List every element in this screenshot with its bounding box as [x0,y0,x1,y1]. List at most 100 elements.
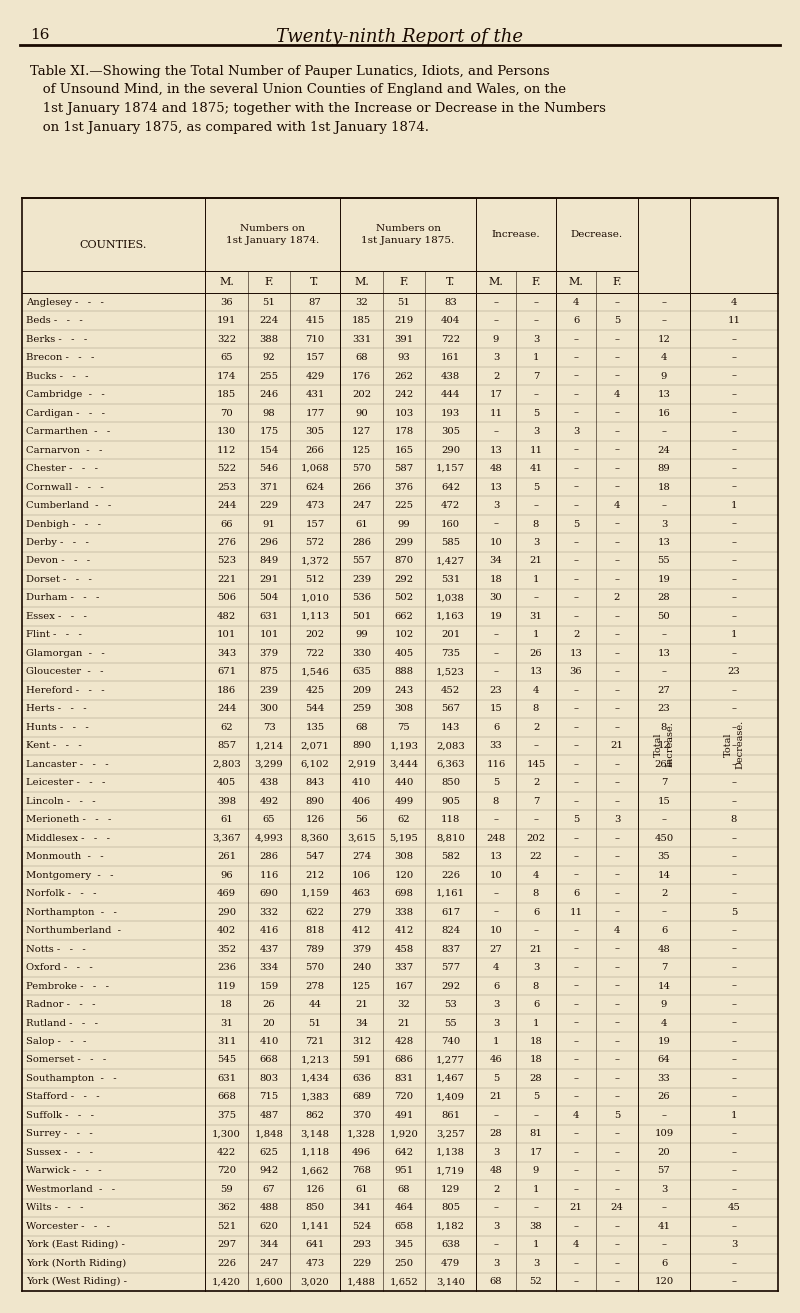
Text: –: – [614,1056,619,1065]
Text: 2,071: 2,071 [301,742,330,750]
Text: 1,434: 1,434 [301,1074,330,1083]
Text: 20: 20 [262,1019,275,1028]
Text: 642: 642 [394,1148,414,1157]
Text: 570: 570 [352,463,371,473]
Text: 92: 92 [262,353,275,362]
Text: 641: 641 [306,1241,325,1249]
Text: F.: F. [399,277,409,288]
Text: 67: 67 [262,1184,275,1194]
Text: 2: 2 [493,372,499,381]
Text: 8: 8 [533,704,539,713]
Text: 10: 10 [490,538,502,548]
Text: 458: 458 [394,944,414,953]
Text: 1,372: 1,372 [301,557,330,566]
Text: 262: 262 [394,372,414,381]
Text: 8: 8 [661,723,667,731]
Text: –: – [731,742,737,750]
Text: 416: 416 [259,926,278,935]
Text: 35: 35 [658,852,670,861]
Text: –: – [731,779,737,788]
Text: –: – [574,1037,578,1046]
Text: 19: 19 [490,612,502,621]
Text: –: – [614,1278,619,1287]
Text: 175: 175 [259,427,278,436]
Text: 14: 14 [658,982,670,990]
Text: 582: 582 [441,852,460,861]
Text: 1,193: 1,193 [390,742,418,750]
Text: –: – [614,335,619,344]
Text: 65: 65 [220,353,233,362]
Text: 658: 658 [394,1222,414,1230]
Text: –: – [574,685,578,695]
Text: 305: 305 [306,427,325,436]
Text: –: – [574,372,578,381]
Text: 247: 247 [352,502,371,509]
Text: –: – [574,557,578,566]
Text: Brecon -   -   -: Brecon - - - [26,353,94,362]
Text: 572: 572 [306,538,325,548]
Text: Gloucester  -   -: Gloucester - - [26,667,103,676]
Text: 226: 226 [441,871,460,880]
Text: 165: 165 [394,445,414,454]
Text: –: – [614,852,619,861]
Text: 547: 547 [306,852,325,861]
Text: –: – [574,1056,578,1065]
Text: –: – [574,1222,578,1230]
Text: 20: 20 [658,1148,670,1157]
Text: –: – [574,1129,578,1138]
Text: 48: 48 [658,944,670,953]
Text: 161: 161 [441,353,460,362]
Text: –: – [574,502,578,509]
Text: 53: 53 [444,1001,457,1008]
Text: –: – [614,1241,619,1249]
Text: –: – [494,1111,498,1120]
Text: –: – [731,1092,737,1102]
Text: Beds -   -   -: Beds - - - [26,316,82,326]
Text: 444: 444 [441,390,460,399]
Text: –: – [574,1184,578,1194]
Text: –: – [574,335,578,344]
Text: –: – [731,335,737,344]
Text: 91: 91 [262,520,275,529]
Text: 176: 176 [352,372,371,381]
Text: 101: 101 [259,630,278,639]
Text: 21: 21 [530,557,542,566]
Text: 3,140: 3,140 [436,1278,465,1287]
Text: 224: 224 [259,316,278,326]
Text: –: – [731,704,737,713]
Text: 1,141: 1,141 [300,1222,330,1230]
Text: 1: 1 [533,353,539,362]
Text: 405: 405 [217,779,236,788]
Text: –: – [574,760,578,769]
Text: 587: 587 [394,463,414,473]
Text: 622: 622 [306,907,325,916]
Text: –: – [574,463,578,473]
Text: 686: 686 [394,1056,414,1065]
Text: Glamorgan  -   -: Glamorgan - - [26,649,105,658]
Text: –: – [534,316,538,326]
Text: 890: 890 [352,742,371,750]
Text: 21: 21 [610,742,623,750]
Text: –: – [494,815,498,825]
Text: 668: 668 [217,1092,236,1102]
Text: 21: 21 [398,1019,410,1028]
Text: 1,328: 1,328 [347,1129,376,1138]
Text: 1,848: 1,848 [254,1129,283,1138]
Text: M.: M. [219,277,234,288]
Text: 3,444: 3,444 [390,760,418,769]
Text: 239: 239 [352,575,371,584]
Text: –: – [614,520,619,529]
Text: 8: 8 [533,520,539,529]
Text: –: – [731,557,737,566]
Text: –: – [534,815,538,825]
Text: 362: 362 [217,1203,236,1212]
Text: –: – [731,982,737,990]
Text: 118: 118 [441,815,460,825]
Text: –: – [534,926,538,935]
Text: –: – [574,1278,578,1287]
Text: 61: 61 [355,1184,368,1194]
Text: 720: 720 [394,1092,414,1102]
Text: –: – [534,390,538,399]
Text: –: – [614,1222,619,1230]
Text: –: – [574,982,578,990]
